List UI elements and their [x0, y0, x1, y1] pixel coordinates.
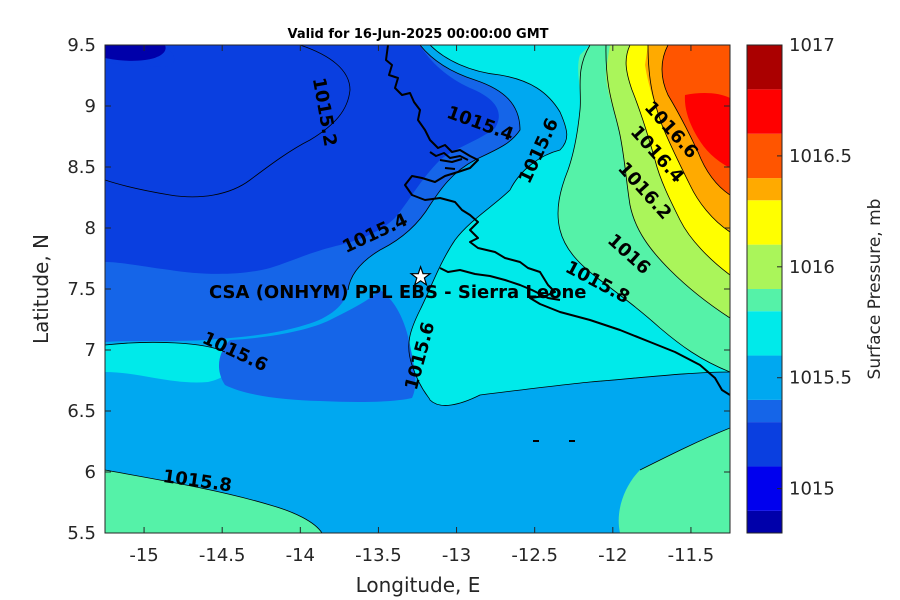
colorbar: 1015 1015.5 1016 1016.5 1017: [746, 35, 852, 534]
colorbar-swatch: [747, 178, 782, 201]
y-tick-label: 9: [85, 96, 96, 117]
colorbar-swatch: [747, 399, 782, 423]
site-label: CSA (ONHYM) PPL EBS - Sierra Leone: [209, 282, 586, 303]
isoline-1015-8-right: [557, 45, 730, 373]
y-tick-label: 6.5: [67, 401, 96, 422]
y-tick-label: 8: [85, 218, 96, 239]
map-plot-area: [105, 45, 730, 533]
colorbar-tick-label: 1016.5: [789, 146, 852, 167]
y-tick-label: 8.5: [67, 157, 96, 178]
x-tick-label: -13.5: [355, 545, 402, 566]
band-lower-right-green: [618, 428, 730, 533]
colorbar-frame: [746, 44, 783, 534]
site-star-icon: [409, 264, 432, 287]
isoline-1016-2: [625, 45, 730, 276]
x-tick-label: -14.5: [199, 545, 246, 566]
y-axis-label: Latitude, N: [29, 234, 53, 344]
isoline-1016-4: [647, 45, 730, 233]
band-1016-7: [684, 93, 730, 168]
colorbar-swatch: [747, 45, 782, 90]
isoline-1015-8-bottom-right: [639, 427, 730, 471]
colorbar-swatch: [747, 355, 782, 400]
colorbar-swatch: [747, 89, 782, 134]
isoline-1015-2-nw: [105, 45, 351, 198]
x-tick-label: -11.5: [668, 545, 715, 566]
x-tick-label: -14: [286, 545, 315, 566]
x-axis-label: Longitude, E: [356, 573, 481, 597]
colorbar-tick-label: 1017: [789, 35, 835, 56]
colorbar-swatch: [747, 422, 782, 467]
isoline-1015-4-upper: [347, 45, 521, 291]
band-lower-left-green: [105, 470, 322, 533]
isoline-1015-6-upper: [408, 45, 730, 406]
x-tick-label: -15: [129, 545, 158, 566]
band-1014-9: [105, 45, 166, 61]
colorbar-swatch: [747, 510, 782, 533]
colorbar-swatch: [747, 244, 782, 289]
isoline-1016-6: [661, 45, 730, 196]
x-tick-label: -12: [598, 545, 627, 566]
band-upper-dark: [105, 45, 499, 274]
y-tick-label: 5.5: [67, 523, 96, 544]
y-tick-label: 7: [85, 340, 96, 361]
map-title: Valid for 16-Jun-2025 00:00:00 GMT: [288, 27, 549, 42]
colorbar-swatch: [747, 133, 782, 179]
isoline-1015-6-left: [105, 341, 226, 353]
colorbar-swatch: [747, 200, 782, 245]
y-axis-ticks: 5.5 6 6.5 7 7.5 8 8.5 9 9.5: [67, 35, 730, 544]
x-tick-label: -13: [442, 545, 471, 566]
colorbar-swatch: [747, 466, 782, 511]
colorbar-swatch: [747, 289, 782, 312]
site-marker-group: CSA (ONHYM) PPL EBS - Sierra Leone: [209, 264, 586, 303]
y-tick-label: 6: [85, 462, 96, 483]
colorbar-tick-label: 1015: [789, 479, 835, 500]
colorbar-label: Surface Pressure, mb: [865, 199, 885, 380]
x-tick-label: -12.5: [511, 545, 558, 566]
x-axis-ticks: -15 -14.5 -14 -13.5 -13 -12.5 -12 -11.5: [129, 45, 714, 566]
isoline-1016: [605, 45, 730, 319]
coastline: [385, 45, 730, 396]
colorbar-tick-label: 1015.5: [789, 368, 852, 389]
coastline-islands: [429, 151, 469, 170]
band-site-notch: [218, 290, 416, 402]
colorbar-tick-label: 1016: [789, 257, 835, 278]
y-tick-label: 9.5: [67, 35, 96, 56]
y-tick-label: 7.5: [67, 279, 96, 300]
isoline-1015-8-bottom-left: [105, 469, 323, 533]
colorbar-swatch: [747, 311, 782, 356]
coastline-peninsula: [439, 267, 561, 301]
band-lower-left: [105, 342, 232, 383]
